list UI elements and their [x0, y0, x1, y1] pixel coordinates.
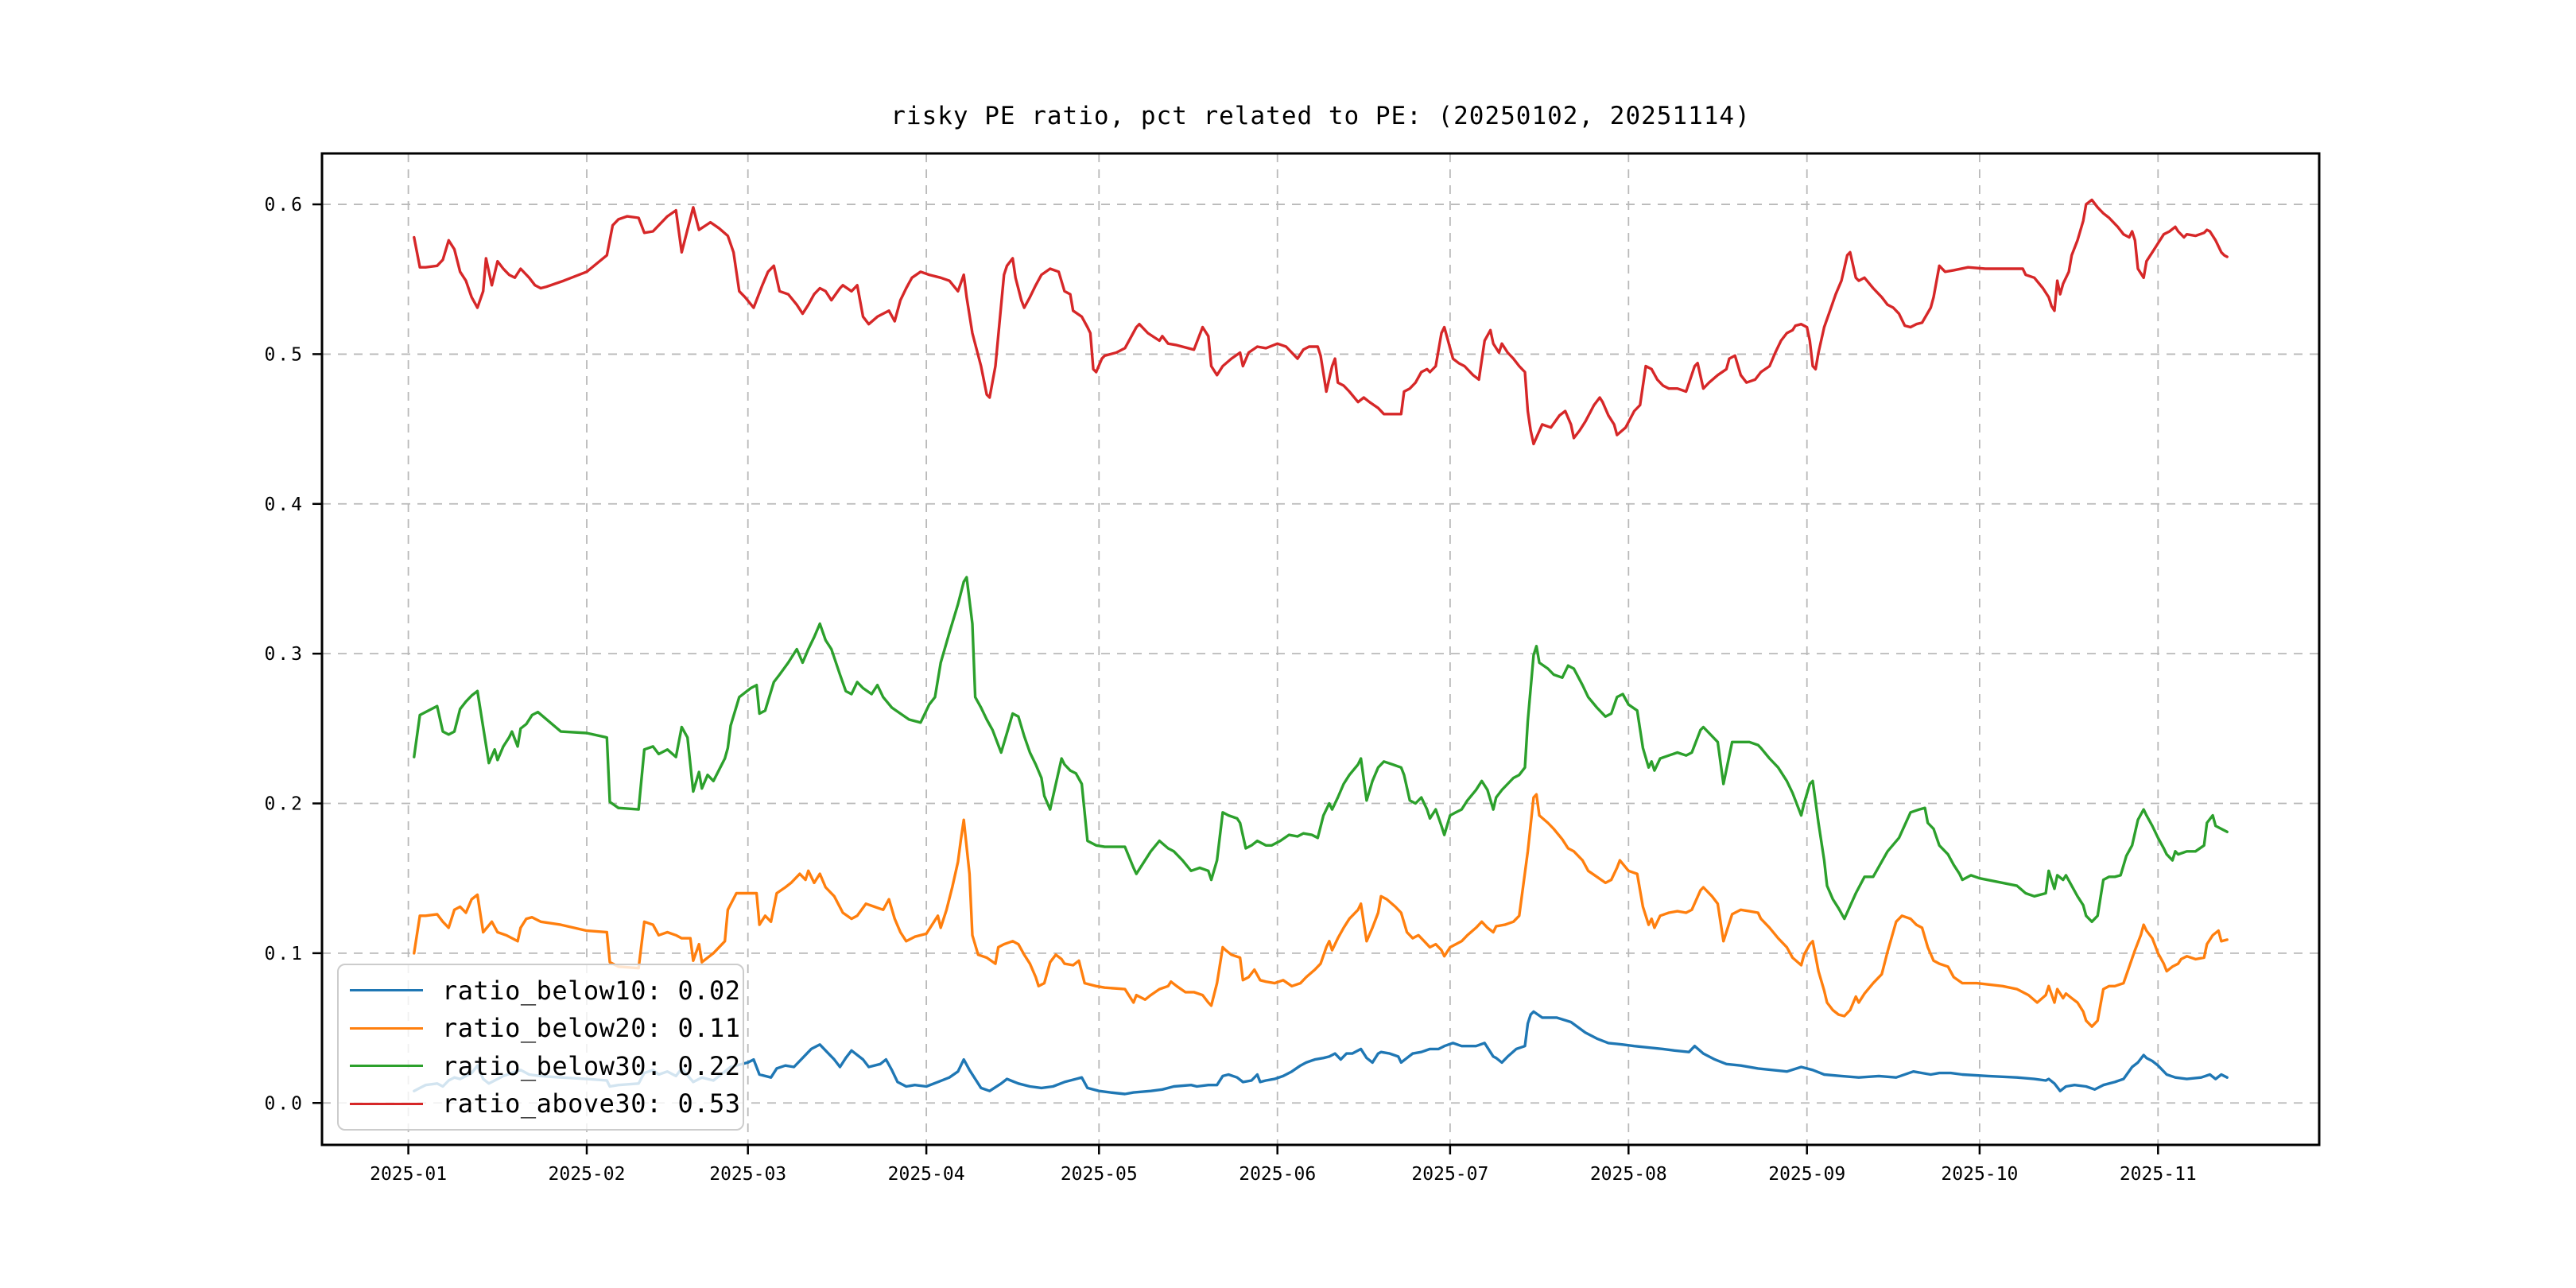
series-line-ratio_below20 [413, 793, 2229, 1028]
x-tick-label: 2025-11 [2120, 1164, 2197, 1185]
y-tick-label: 0.5 [264, 344, 305, 365]
x-tick-label: 2025-07 [1411, 1164, 1488, 1185]
legend-line-sample-blue [350, 989, 423, 992]
y-tick-label: 0.2 [264, 794, 305, 815]
x-tick-label: 2025-08 [1590, 1164, 1667, 1185]
series-line-ratio_above30 [413, 198, 2229, 446]
legend-label: ratio_below30: 0.22 [442, 1050, 741, 1081]
x-tick-label: 2025-10 [1941, 1164, 2018, 1185]
y-tick-label: 0.1 [264, 944, 305, 964]
chart-title: risky PE ratio, pct related to PE: (2025… [890, 102, 1751, 130]
y-tick-label: 0.0 [264, 1093, 305, 1114]
legend-item-ratio-below10: ratio_below10: 0.02 [350, 976, 740, 1006]
legend-item-ratio-below20: ratio_below20: 0.11 [350, 1013, 740, 1043]
legend-label: ratio_below20: 0.11 [442, 1013, 741, 1044]
x-tick-label: 2025-09 [1768, 1164, 1845, 1185]
legend-label: ratio_below10: 0.02 [442, 975, 741, 1006]
x-tick-label: 2025-03 [709, 1164, 786, 1185]
x-tick-label: 2025-04 [888, 1164, 965, 1185]
y-tick-label: 0.4 [264, 495, 305, 515]
legend-label: ratio_above30: 0.53 [442, 1088, 741, 1119]
y-tick-label: 0.6 [264, 195, 305, 215]
x-tick-label: 2025-02 [549, 1164, 626, 1185]
x-tick-label: 2025-06 [1239, 1164, 1316, 1185]
legend-line-sample-red [350, 1102, 423, 1105]
series-line-ratio_below30 [413, 576, 2229, 923]
x-tick-label: 2025-01 [370, 1164, 447, 1185]
y-tick-label: 0.3 [264, 644, 305, 665]
axes-frame [320, 152, 2321, 1146]
legend-line-sample-green [350, 1065, 423, 1068]
legend-item-ratio-below30: ratio_below30: 0.22 [350, 1051, 740, 1081]
x-tick-label: 2025-05 [1061, 1164, 1138, 1185]
legend-line-sample-orange [350, 1026, 423, 1030]
legend: ratio_below10: 0.02 ratio_below20: 0.11 … [337, 964, 744, 1131]
legend-item-ratio-above30: ratio_above30: 0.53 [350, 1088, 740, 1119]
